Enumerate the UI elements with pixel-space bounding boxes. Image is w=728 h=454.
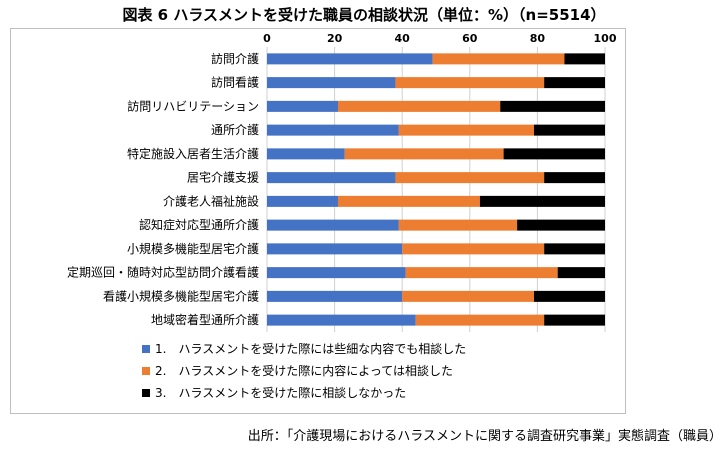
bar-segment — [544, 77, 605, 89]
category-label: 訪問リハビリテーション — [127, 98, 259, 113]
x-tick-label: 80 — [530, 32, 546, 45]
stacked-bar-chart: 0 20 40 60 80 100 訪問介護訪問看護訪問リハビリテーション通所介護特定施設… — [67, 32, 617, 400]
x-tick-label: 60 — [462, 32, 478, 45]
grid-lines — [266, 47, 606, 332]
bar-segment — [344, 148, 504, 160]
bar-segment — [267, 243, 403, 255]
chart-frame: 0 20 40 60 80 100 訪問介護訪問看護訪問リハビリテーション通所介護特定施設… — [10, 28, 626, 414]
bar-segment — [517, 219, 605, 231]
bar-segment — [337, 195, 480, 207]
category-label: 地域密着型通所介護 — [151, 312, 259, 327]
bar-segment — [398, 219, 518, 231]
bar-segment — [405, 267, 558, 279]
bars — [267, 53, 605, 326]
bar-segment — [267, 267, 406, 279]
category-label: 定期巡回・随時対応型訪問介護看護 — [67, 265, 259, 280]
legend-label: 3. ハラスメントを受けた際に相談しなかった — [155, 385, 406, 400]
category-label: 通所介護 — [211, 122, 259, 137]
bar-segment — [267, 172, 396, 184]
bar-segment — [544, 172, 605, 184]
bar-segment — [544, 314, 605, 326]
bar-segment — [267, 124, 399, 136]
category-label: 訪問看護 — [211, 75, 259, 90]
bar-segment — [267, 195, 338, 207]
legend: 1. ハラスメントを受けた際には些細な内容でも相談した 2. ハラスメントを受けた… — [142, 341, 466, 400]
x-tick-label: 100 — [594, 32, 617, 45]
bar-segment — [267, 314, 416, 326]
bar-segment — [557, 267, 605, 279]
bar-segment — [395, 77, 545, 89]
bar-segment — [267, 77, 396, 89]
legend-swatch — [142, 367, 150, 375]
bar-segment — [479, 195, 605, 207]
legend-swatch — [142, 345, 150, 353]
bar-segment — [402, 243, 545, 255]
bar-segment — [398, 124, 535, 136]
source-note: 出所：「介護現場におけるハラスメントに関する調査研究事業」実態調査（職員） — [247, 429, 722, 444]
x-tick-label: 20 — [327, 32, 343, 45]
category-labels: 訪問介護訪問看護訪問リハビリテーション通所介護特定施設入居者生活介護居宅介護支援… — [67, 51, 259, 327]
x-tick-label: 0 — [263, 32, 271, 45]
bar-segment — [564, 53, 605, 65]
x-tick-label: 40 — [395, 32, 411, 45]
bar-segment — [432, 53, 565, 65]
bar-segment — [267, 100, 338, 112]
chart-title: 図表 6 ハラスメントを受けた職員の相談状況（単位：%）（n=5514） — [122, 6, 606, 24]
category-label: 小規模多機能型居宅介護 — [127, 241, 259, 256]
bar-segment — [267, 219, 399, 231]
category-label: 特定施設入居者生活介護 — [127, 146, 259, 161]
bar-segment — [267, 53, 433, 65]
legend-label: 2. ハラスメントを受けた際に内容によっては相談した — [155, 363, 453, 378]
bar-segment — [534, 124, 605, 136]
bar-segment — [534, 290, 605, 302]
bar-segment — [267, 290, 403, 302]
legend-swatch — [142, 389, 150, 397]
category-label: 居宅介護支援 — [187, 170, 259, 185]
bar-segment — [267, 148, 345, 160]
bar-segment — [503, 148, 605, 160]
bar-segment — [500, 100, 605, 112]
category-label: 認知症対応型通所介護 — [139, 217, 259, 232]
category-label: 看護小規模多機能型居宅介護 — [103, 288, 259, 303]
bar-segment — [402, 290, 535, 302]
category-label: 訪問介護 — [211, 51, 259, 66]
bar-segment — [395, 172, 545, 184]
bar-segment — [337, 100, 501, 112]
x-axis-ticks: 0 20 40 60 80 100 — [263, 32, 617, 45]
legend-label: 1. ハラスメントを受けた際には些細な内容でも相談した — [155, 341, 466, 356]
bar-segment — [415, 314, 545, 326]
category-label: 介護老人福祉施設 — [163, 193, 259, 208]
bar-segment — [544, 243, 605, 255]
